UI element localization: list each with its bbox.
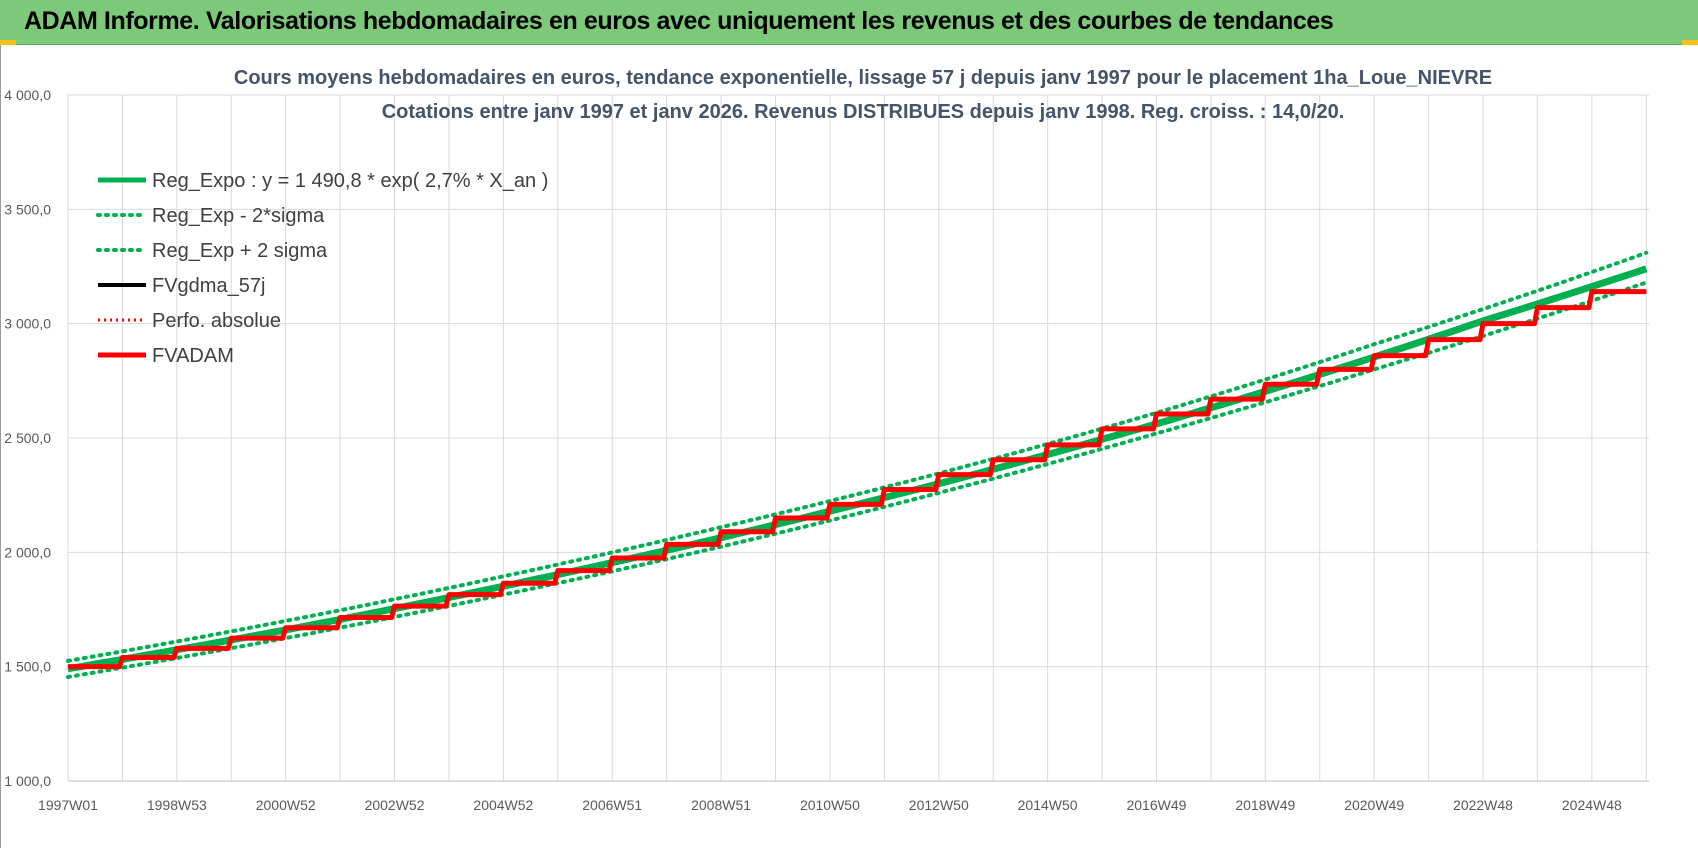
legend-label: Perfo. absolue	[152, 310, 281, 332]
y-axis-ticks: 1 000,0 1 500,0 2 000,0 2 500,0 3 000,0 3 500…	[4, 87, 51, 789]
series-lines	[66, 250, 1649, 679]
x-tick-label: 2010W50	[800, 797, 860, 813]
legend: Reg_Expo : y = 1 490,8 * exp( 2,7% * X_a…	[96, 170, 548, 367]
sheet-marker-left	[0, 40, 16, 45]
y-tick-label: 3 000,0	[4, 316, 51, 332]
series-line-2	[66, 250, 1649, 663]
report-title: ADAM Informe. Valorisations hebdomadaire…	[24, 7, 1334, 35]
series-line-1	[66, 280, 1649, 679]
x-tick-label: 2006W51	[582, 797, 642, 813]
y-tick-label: 4 000,0	[4, 87, 51, 103]
y-tick-label: 3 500,0	[4, 201, 51, 217]
x-tick-label: 2020W49	[1344, 797, 1404, 813]
grid-lines	[67, 94, 1649, 782]
chart-area: Cours moyens hebdomadaires en euros, ten…	[0, 45, 1698, 848]
legend-label: Reg_Exp - 2*sigma	[152, 205, 325, 227]
y-tick-label: 2 500,0	[4, 430, 51, 446]
x-tick-label: 2022W48	[1453, 797, 1513, 813]
chart-title: Cours moyens hebdomadaires en euros, ten…	[234, 67, 1492, 89]
x-tick-label: 2016W49	[1126, 797, 1186, 813]
x-tick-label: 1997W01	[38, 797, 98, 813]
legend-label: FVADAM	[152, 345, 234, 367]
x-tick-label: 2000W52	[256, 797, 316, 813]
y-tick-label: 1 000,0	[4, 773, 51, 789]
x-tick-label: 2012W50	[909, 797, 969, 813]
x-tick-label: 1998W53	[147, 797, 207, 813]
series-line-0	[67, 265, 1648, 673]
x-tick-label: 2004W52	[473, 797, 533, 813]
sheet-marker-right	[1682, 40, 1698, 45]
series-line-5	[68, 289, 1647, 670]
y-tick-label: 2 000,0	[4, 544, 51, 560]
chart-subtitle: Cotations entre janv 1997 et janv 2026. …	[382, 101, 1345, 123]
x-tick-label: 2024W48	[1562, 797, 1622, 813]
legend-label: FVgdma_57j	[152, 275, 265, 297]
legend-label: Reg_Exp + 2 sigma	[152, 240, 328, 262]
y-tick-label: 1 500,0	[4, 659, 51, 675]
chart-svg: Cours moyens hebdomadaires en euros, ten…	[4, 67, 1649, 813]
legend-label: Reg_Expo : y = 1 490,8 * exp( 2,7% * X_a…	[152, 170, 548, 192]
x-axis-ticks: 1997W01 1998W53 2000W52 2002W52 2004W52 2006W…	[38, 797, 1622, 813]
x-tick-label: 2018W49	[1235, 797, 1295, 813]
x-tick-label: 2014W50	[1018, 797, 1078, 813]
report-banner: ADAM Informe. Valorisations hebdomadaire…	[0, 0, 1698, 45]
x-tick-label: 2008W51	[691, 797, 751, 813]
x-tick-label: 2002W52	[365, 797, 425, 813]
